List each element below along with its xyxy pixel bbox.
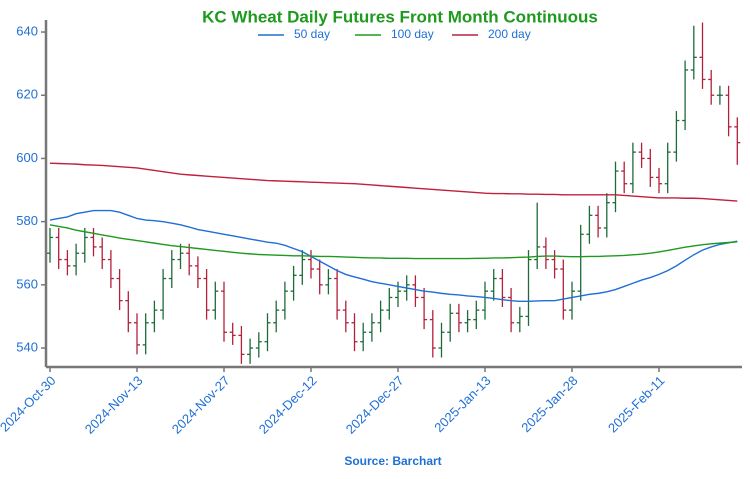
legend-label: 50 day (294, 27, 330, 41)
y-tick-label: 640 (16, 23, 38, 38)
x-tick-label: 2025-Jan-13 (431, 373, 493, 435)
source-note: Source: Barchart (344, 454, 441, 468)
x-tick-label: 2024-Dec-12 (256, 373, 320, 437)
x-tick-label: 2025-Jan-28 (518, 373, 580, 435)
x-tick-label: 2024-Nov-13 (82, 373, 146, 437)
x-tick-label: 2024-Dec-27 (343, 373, 407, 437)
x-tick-label: 2025-Feb-11 (605, 373, 668, 436)
chart-title: KC Wheat Daily Futures Front Month Conti… (202, 7, 598, 26)
y-tick-label: 580 (16, 213, 38, 228)
y-tick-label: 600 (16, 150, 38, 165)
y-tick-label: 560 (16, 276, 38, 291)
x-tick-label: 2024-Oct-30 (0, 373, 59, 435)
moving-average-line (49, 209, 738, 302)
y-tick-label: 540 (16, 339, 38, 354)
y-tick-label: 620 (16, 87, 38, 102)
moving-average-line (49, 162, 738, 202)
legend-label: 200 day (488, 27, 531, 41)
x-tick-label: 2024-Nov-27 (169, 373, 233, 437)
moving-average-line (49, 224, 738, 260)
legend-label: 100 day (391, 27, 434, 41)
